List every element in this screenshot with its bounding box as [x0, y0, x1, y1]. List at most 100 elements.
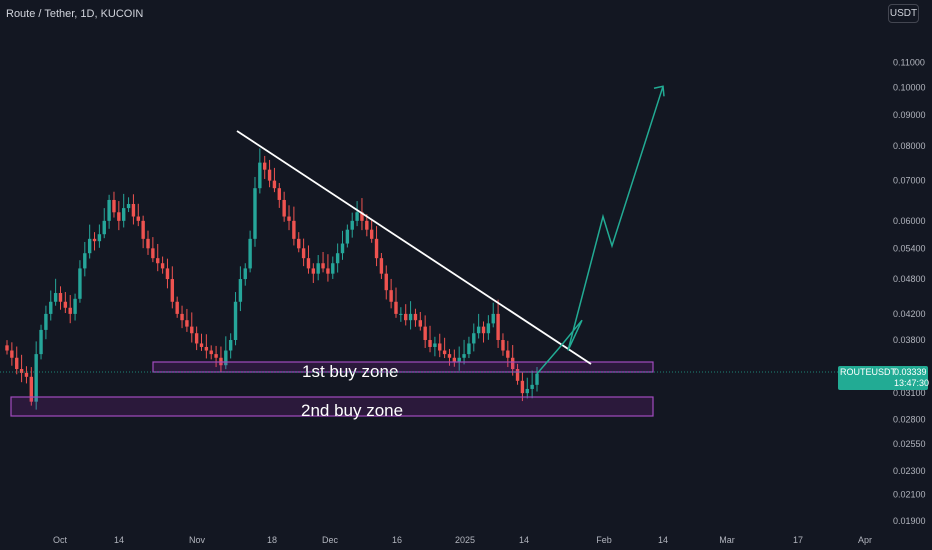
candle-body: [258, 162, 262, 189]
candle-body: [379, 258, 384, 274]
y-tick-label: 0.06000: [893, 216, 926, 226]
candle-body: [126, 204, 131, 209]
candle-body: [102, 220, 106, 235]
candle-body: [151, 248, 155, 259]
price-badge-price: 0.03339: [894, 367, 927, 377]
y-tick-label: 0.09000: [893, 110, 926, 120]
candle-body: [399, 313, 403, 315]
candle-body: [238, 279, 243, 302]
x-tick-label: Dec: [322, 535, 339, 545]
candle-body: [389, 290, 393, 302]
candle-body: [58, 293, 63, 302]
x-tick-label: Mar: [719, 535, 735, 545]
x-tick-label: Feb: [596, 535, 612, 545]
candle-body: [438, 343, 442, 351]
candle-body: [355, 212, 359, 221]
candle-body: [423, 326, 427, 341]
candle-body: [68, 307, 72, 314]
candle-body: [83, 253, 87, 269]
candle-body: [404, 313, 408, 321]
y-tick-label: 0.04200: [893, 309, 926, 319]
candle-body: [311, 268, 316, 274]
x-tick-label: 2025: [455, 535, 475, 545]
last-price-badge: ROUTEUSDT 0.03339 13:47:30: [838, 366, 929, 390]
y-tick-label: 0.03100: [893, 388, 926, 398]
candle-body: [428, 340, 432, 347]
candle-body: [272, 180, 277, 189]
candle-body: [467, 343, 471, 355]
price-badge-symbol: ROUTEUSDT: [840, 367, 896, 377]
candle-body: [530, 384, 534, 389]
second-buy-zone-box[interactable]: [10, 396, 654, 417]
y-tick-label: 0.05400: [893, 243, 926, 253]
candle-body: [248, 238, 252, 269]
y-tick-label: 0.02800: [893, 415, 926, 425]
candle-body: [194, 333, 199, 344]
candle-body: [136, 216, 140, 221]
y-tick-label: 0.08000: [893, 141, 926, 151]
time-axis[interactable]: Oct 14 Nov 18 Dec 16 2025 14 Feb 14 Mar 17 Apr: [53, 535, 872, 545]
candle-body: [214, 354, 218, 358]
candle-body: [491, 313, 495, 324]
candle-body: [277, 188, 281, 200]
candle-body: [525, 388, 529, 394]
candle-body: [510, 357, 515, 370]
candle-body: [394, 301, 398, 314]
candle-body: [44, 313, 48, 330]
projection-arrow-path[interactable]: [536, 86, 664, 375]
descending-trendline[interactable]: [236, 130, 592, 365]
x-tick-label: 18: [267, 535, 277, 545]
x-tick-label: Nov: [189, 535, 206, 545]
candle-body: [345, 229, 350, 244]
y-tick-label: 0.04800: [893, 274, 926, 284]
candle-body: [107, 199, 111, 221]
candle-body: [335, 253, 340, 264]
candle-body: [369, 229, 374, 239]
y-tick-label: 0.07000: [893, 176, 926, 186]
candle-body: [535, 373, 539, 385]
candle-body: [253, 188, 257, 239]
candle-body: [209, 350, 213, 355]
first-buy-zone-label: 1st buy zone: [302, 362, 398, 381]
candle-body: [282, 199, 286, 217]
candle-body: [15, 357, 19, 370]
y-tick-label: 0.02100: [893, 490, 926, 500]
y-tick-label: 0.03800: [893, 335, 926, 345]
candle-body: [457, 357, 461, 362]
candle-body: [462, 354, 466, 358]
candle-body: [472, 333, 476, 344]
x-tick-label: Apr: [858, 535, 872, 545]
candle-body: [520, 380, 525, 394]
candle-body: [306, 258, 311, 269]
candle-body: [204, 346, 209, 351]
currency-button[interactable]: USDT: [888, 4, 919, 23]
candle-body: [316, 263, 320, 274]
candle-body: [112, 199, 116, 213]
price-axis[interactable]: 0.11000 0.10000 0.09000 0.08000 0.07000 0.060…: [893, 58, 926, 526]
y-tick-label: 0.02550: [893, 439, 926, 449]
candle-body: [224, 350, 228, 366]
first-buy-zone-box[interactable]: [152, 361, 654, 373]
candle-body: [326, 268, 330, 274]
projection-arrowhead: [653, 85, 665, 97]
candle-body: [287, 216, 291, 221]
candle-body: [447, 354, 452, 358]
candle-body: [146, 238, 150, 249]
candle-body: [170, 279, 175, 302]
candle-body: [160, 263, 165, 269]
candle-body: [34, 354, 38, 402]
candle-body: [199, 343, 204, 347]
candle-body: [39, 329, 43, 355]
candle-body: [233, 301, 238, 341]
candle-body: [413, 313, 418, 321]
candle-body: [73, 298, 77, 314]
candle-body: [506, 350, 510, 358]
candle-body: [117, 212, 121, 221]
candle-body: [515, 369, 520, 381]
candle-body: [433, 343, 437, 347]
candle-body: [340, 243, 345, 254]
candle-body: [121, 208, 126, 221]
candle-body: [501, 340, 505, 351]
candle-body: [185, 320, 189, 327]
